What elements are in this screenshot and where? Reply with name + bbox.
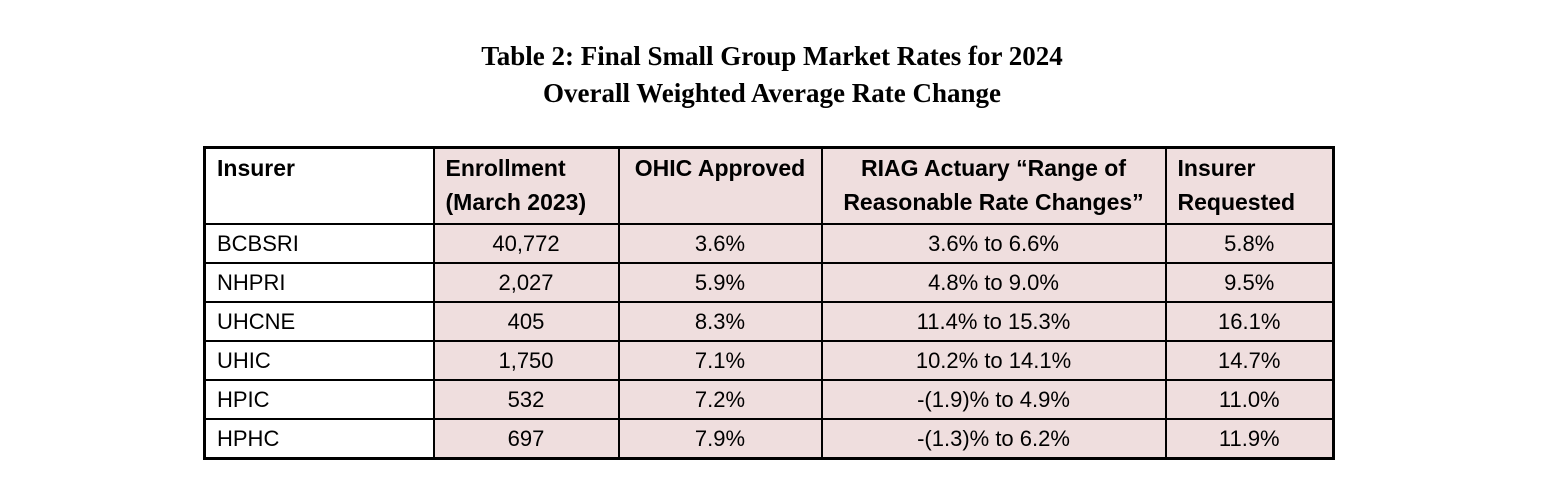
cell-insurer: UHCNE <box>203 301 435 342</box>
cell-ohic-approved: 5.9% <box>617 262 823 303</box>
cell-insurer-requested: 9.5% <box>1164 262 1335 303</box>
cell-ohic-approved: 8.3% <box>617 301 823 342</box>
cell-insurer: HPIC <box>203 379 435 420</box>
cell-riag-range: 3.6% to 6.6% <box>820 223 1167 264</box>
table-row-uhic: UHIC 1,750 7.1% 10.2% to 14.1% 14.7% <box>203 340 1335 381</box>
cell-insurer-requested: 11.0% <box>1164 379 1335 420</box>
table-title: Table 2: Final Small Group Market Rates … <box>0 38 1544 112</box>
cell-insurer-requested: 16.1% <box>1164 301 1335 342</box>
cell-insurer: UHIC <box>203 340 435 381</box>
cell-insurer: BCBSRI <box>203 223 435 264</box>
table-row-nhpri: NHPRI 2,027 5.9% 4.8% to 9.0% 9.5% <box>203 262 1335 303</box>
column-header-riag-range: RIAG Actuary “Range of Reasonable Rate C… <box>820 146 1167 225</box>
cell-riag-range: 4.8% to 9.0% <box>820 262 1167 303</box>
cell-enrollment: 1,750 <box>432 340 620 381</box>
cell-enrollment: 532 <box>432 379 620 420</box>
cell-enrollment: 405 <box>432 301 620 342</box>
column-header-enrollment: Enrollment (March 2023) <box>432 146 620 225</box>
cell-riag-range: -(1.9)% to 4.9% <box>820 379 1167 420</box>
header-row: Insurer Enrollment (March 2023) OHIC Appro… <box>203 146 1335 225</box>
table-row-uhcne: UHCNE 405 8.3% 11.4% to 15.3% 16.1% <box>203 301 1335 342</box>
column-header-ohic-approved: OHIC Approved <box>617 146 823 225</box>
cell-insurer-requested: 14.7% <box>1164 340 1335 381</box>
column-header-insurer-requested: Insurer Requested <box>1164 146 1335 225</box>
rates-table-head: Insurer Enrollment (March 2023) OHIC Appro… <box>203 146 1335 225</box>
cell-enrollment: 40,772 <box>432 223 620 264</box>
table-row-bcbsri: BCBSRI 40,772 3.6% 3.6% to 6.6% 5.8% <box>203 223 1335 264</box>
table-row-hpic: HPIC 532 7.2% -(1.9)% to 4.9% 11.0% <box>203 379 1335 420</box>
cell-insurer: HPHC <box>203 418 435 460</box>
cell-riag-range: -(1.3)% to 6.2% <box>820 418 1167 460</box>
cell-riag-range: 11.4% to 15.3% <box>820 301 1167 342</box>
cell-ohic-approved: 7.1% <box>617 340 823 381</box>
cell-insurer-requested: 5.8% <box>1164 223 1335 264</box>
cell-insurer-requested: 11.9% <box>1164 418 1335 460</box>
cell-ohic-approved: 3.6% <box>617 223 823 264</box>
rates-table: Insurer Enrollment (March 2023) OHIC Appro… <box>203 146 1335 460</box>
table-title-line2: Overall Weighted Average Rate Change <box>543 78 1001 108</box>
cell-insurer: NHPRI <box>203 262 435 303</box>
cell-ohic-approved: 7.2% <box>617 379 823 420</box>
column-header-insurer: Insurer <box>203 146 435 225</box>
table-row-hphc: HPHC 697 7.9% -(1.3)% to 6.2% 11.9% <box>203 418 1335 460</box>
cell-enrollment: 697 <box>432 418 620 460</box>
cell-riag-range: 10.2% to 14.1% <box>820 340 1167 381</box>
cell-ohic-approved: 7.9% <box>617 418 823 460</box>
rates-table-body: BCBSRI 40,772 3.6% 3.6% to 6.6% 5.8% NHPRI 2,0… <box>203 223 1335 460</box>
cell-enrollment: 2,027 <box>432 262 620 303</box>
table-title-line1: Table 2: Final Small Group Market Rates … <box>481 41 1063 71</box>
